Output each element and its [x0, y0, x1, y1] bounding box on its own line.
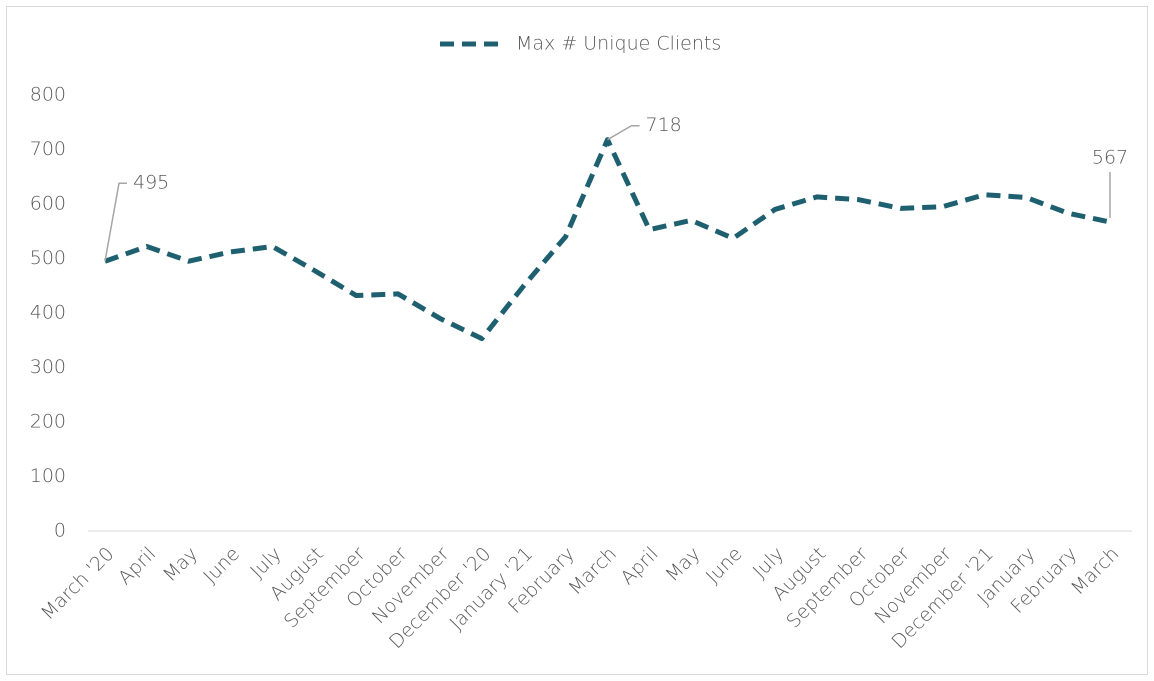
- y-tick-label: 700: [30, 138, 66, 160]
- y-tick-label: 600: [30, 193, 66, 215]
- y-tick-label: 0: [54, 520, 66, 542]
- chart-border: [6, 6, 1148, 675]
- y-tick-label: 200: [30, 411, 66, 433]
- leader-line: [104, 182, 127, 262]
- legend-label: Max # Unique Clients: [516, 33, 721, 55]
- data-label: 567: [1092, 146, 1128, 168]
- leader-line: [607, 124, 640, 141]
- y-tick-label: 500: [30, 247, 66, 269]
- y-tick-label: 800: [30, 84, 66, 106]
- y-tick-label: 100: [30, 465, 66, 487]
- y-tick-label: 300: [30, 356, 66, 378]
- data-label: 718: [646, 114, 682, 136]
- y-tick-label: 400: [30, 302, 66, 324]
- data-label: 495: [133, 172, 169, 194]
